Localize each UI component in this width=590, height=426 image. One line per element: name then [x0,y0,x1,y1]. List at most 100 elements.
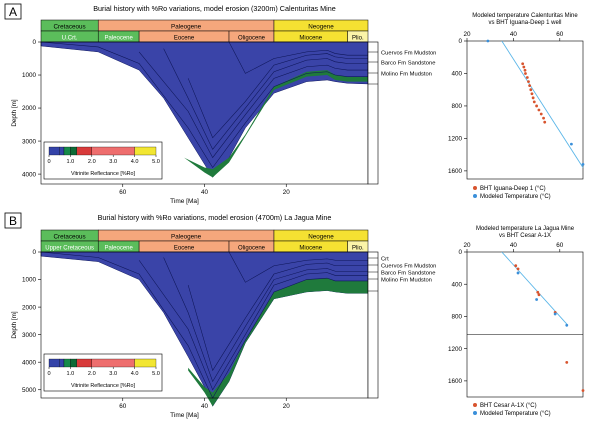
horizon-line [138,260,368,391]
panel-label-text: A [9,5,17,19]
temp-fit-line [501,251,569,326]
x-tick-label: 20 [283,403,291,410]
bht-point [542,116,545,120]
temp-legend-marker [473,403,477,407]
epoch-label: Plio. [352,36,364,42]
panel-label-b: B [4,212,22,229]
modeled-point [570,142,573,146]
x-tick-label: 60 [119,403,127,410]
panel-label-box [4,3,22,20]
y-axis-label: Depth [m] [11,99,18,127]
legend-swatch [76,358,92,368]
x-tick-label: 20 [283,189,291,196]
epoch-label: Paleocene [104,246,133,252]
temp-legend-marker [473,411,477,415]
bht-point [543,120,547,124]
temp-x-tick-label: 20 [463,31,471,38]
y-tick-label: 3000 [22,138,37,145]
temp-y-tick-label: 1600 [448,378,463,385]
modeled-point [581,162,585,166]
formation-label: Cuervos Fm Mudston [381,264,436,270]
temp-frame [466,40,584,180]
temp-title: Modeled temperature La Jagua Mine [476,226,575,232]
horizon-line [163,48,368,150]
y-tick-label: 0 [32,249,36,256]
formation-label: Molino Fm Mudston [381,72,432,78]
horizon-line [228,41,368,74]
bht-point [537,108,541,112]
epoch-label: Paleocene [104,36,133,42]
epoch-label: Oligocene [238,36,266,42]
legend-swatch [134,358,157,368]
epoch-label: Eocene [174,36,195,42]
legend-tick-label: 1.0 [67,371,75,377]
horizon-line [40,41,368,168]
burial-chart-a: Burial history with %Ro variations, mode… [11,4,436,205]
legend-tick-label: 0 [47,371,50,377]
period-label: Cretaceous [54,24,86,31]
period-label: Paleogene [171,24,202,31]
legend-swatch [63,146,71,156]
temp-frame [466,251,584,398]
formation-label: Barco Fm Sandstone [381,271,435,277]
burial-chart-b: Burial history with %Ro variations, mode… [11,213,436,419]
burial-title: Burial history with %Ro variations, mode… [93,4,335,13]
epoch-label: U.Crt. [62,36,78,42]
modeled-point [516,271,520,275]
legend-swatch [91,146,135,156]
formation-label: Cuervos Fm Mudston [381,51,436,57]
legend-swatch [59,146,65,156]
panel-label-text: B [9,214,17,228]
legend-swatch [48,146,60,156]
horizon-line [187,262,368,372]
bht-point [522,65,526,69]
horizon-line [40,251,368,399]
modeled-point [535,298,538,301]
bht-point [565,360,569,364]
legend-tick-label: 4.0 [131,159,139,165]
legend-tick-label: 3.0 [109,371,117,377]
legend-tick-label: 1.0 [67,159,75,165]
temp-y-tick-label: 1600 [448,168,463,175]
period-label: Cretaceous [54,234,86,241]
modeled-point [486,39,490,43]
formation-column-box [367,251,379,399]
temp-subtitle: vs BHT Iguana-Deep 1 well [489,20,562,26]
temp-title: Modeled temperature Calenturitas Mine [472,13,578,19]
legend-tick-label: 4.0 [131,371,139,377]
bht-point [521,62,525,66]
bht-point [539,112,543,116]
legend-swatch [134,146,157,156]
temp-legend-label: BHT Iguana-Deep 1 (°C) [480,186,546,192]
y-axis-label: Depth [m] [11,311,18,339]
vitrinite-legend: 0 1.0 2.0 3.0 4.0 5.0 Vitrinite Reflectance [%… [43,141,163,180]
bht-point [523,68,527,72]
temp-y-tick-label: 800 [451,103,462,110]
period-label: Paleogene [171,234,202,241]
epoch-label: Miocene [299,246,322,252]
temp-x-tick-label: 60 [556,31,564,38]
y-tick-label: 2000 [22,105,37,112]
y-tick-label: 0 [32,39,36,46]
maturity-green-band [184,70,368,178]
horizon-line [163,257,368,383]
temp-legend-marker [473,186,477,190]
period-label: Neogene [308,234,334,241]
temp-legend-label: Modeled Temperature (°C) [480,411,551,417]
temperature-chart-a: Modeled temperature Calenturitas Minevs … [448,13,585,200]
temp-y-tick-label: 800 [451,314,462,321]
bht-point [525,76,529,79]
formation-label: Molino Fm Mudston [381,278,432,284]
maturity-green-band [188,278,368,407]
legend-swatch [59,358,65,368]
temp-y-tick-label: 0 [458,38,462,45]
epoch-label: Upper Cretaceous [45,246,94,252]
formation-label: Barco Fm Sandstone [381,61,435,67]
temp-legend-label: Modeled Temperature (°C) [480,194,551,200]
temp-x-tick-label: 40 [510,242,518,249]
y-tick-label: 3000 [22,332,37,339]
formation-label: Crt [381,257,389,263]
legend-tick-label: 5.0 [152,159,160,165]
bht-point [535,104,538,108]
